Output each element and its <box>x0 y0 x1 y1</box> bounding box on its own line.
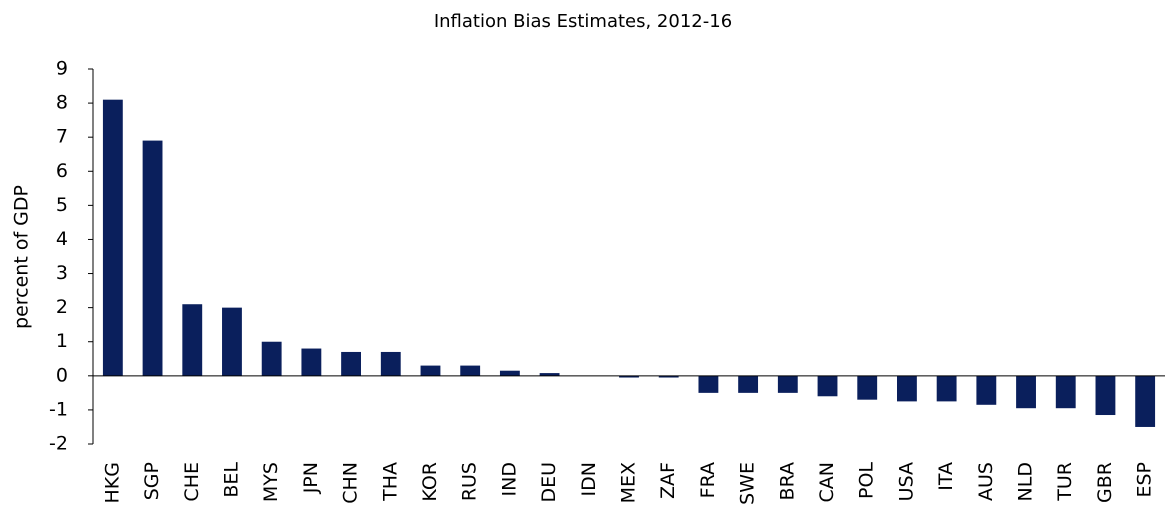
bar <box>499 370 520 376</box>
y-tick-label: 5 <box>56 194 68 216</box>
chart-title: Inflation Bias Estimates, 2012-16 <box>434 11 732 32</box>
y-tick-label: 1 <box>56 330 68 352</box>
y-tick-label: 0 <box>56 364 68 386</box>
x-tick-label: CHN <box>340 462 362 504</box>
bar <box>1095 375 1116 416</box>
x-tick-label: JPN <box>300 462 322 494</box>
x-tick-label: ZAF <box>657 462 679 499</box>
bar <box>380 351 401 376</box>
x-tick-label: DEU <box>538 462 560 503</box>
y-tick-label: 8 <box>56 92 68 114</box>
x-tick-label: IND <box>498 462 520 496</box>
x-tick-label: USA <box>895 462 917 501</box>
x-tick-label: HKG <box>101 462 123 503</box>
bar <box>976 375 997 405</box>
bar <box>102 99 123 376</box>
x-tick-label: BEL <box>220 462 242 498</box>
x-tick-label: MEX <box>618 462 640 503</box>
x-tick-label: TUR <box>1054 462 1076 502</box>
bar <box>1055 375 1076 409</box>
x-tick-label: KOR <box>419 462 441 502</box>
bar <box>897 375 917 402</box>
y-tick-label: 2 <box>56 296 68 318</box>
x-tick-label: NLD <box>1015 462 1037 501</box>
y-tick-label: 7 <box>56 126 68 148</box>
bar <box>341 351 361 376</box>
y-axis-label: percent of GDP <box>11 185 33 329</box>
y-tick-label: -2 <box>49 433 68 455</box>
x-tick-label: AUS <box>975 462 997 501</box>
x-tick-label: SWE <box>737 462 759 505</box>
x-tick-label: ESP <box>1134 462 1156 498</box>
y-tick-label: 6 <box>56 160 68 182</box>
bar <box>222 307 242 376</box>
bar <box>539 373 560 376</box>
bar <box>142 140 163 376</box>
x-tick-label: POL <box>856 462 878 499</box>
y-tick-label: 9 <box>56 58 68 80</box>
x-tick-label: BRA <box>776 462 798 500</box>
y-tick-label: 4 <box>56 228 68 250</box>
x-tick-label: CHE <box>181 462 203 502</box>
x-tick-label: ITA <box>935 462 957 491</box>
x-tick-label: THA <box>379 462 401 502</box>
bar <box>301 348 322 376</box>
x-tick-label: MYS <box>260 462 282 502</box>
y-tick-label: 3 <box>56 262 68 284</box>
bar <box>1016 375 1036 409</box>
bar <box>460 365 481 376</box>
x-tick-label: FRA <box>697 462 719 498</box>
bar <box>936 375 957 402</box>
bar <box>658 375 679 378</box>
bar <box>857 375 878 400</box>
bar <box>817 375 838 397</box>
x-tick-label: GBR <box>1094 462 1116 503</box>
bar <box>738 375 759 393</box>
x-tick-label: RUS <box>459 462 481 501</box>
bar <box>1135 375 1156 427</box>
y-tick-label: -1 <box>49 398 68 420</box>
bar <box>182 304 203 376</box>
bar <box>698 375 719 393</box>
x-tick-label: CAN <box>816 462 838 502</box>
bar <box>619 375 639 378</box>
x-tick-label: SGP <box>141 462 163 500</box>
x-tick-label: IDN <box>578 462 600 496</box>
bar <box>420 365 441 376</box>
bar <box>777 375 798 393</box>
bar <box>261 341 282 376</box>
